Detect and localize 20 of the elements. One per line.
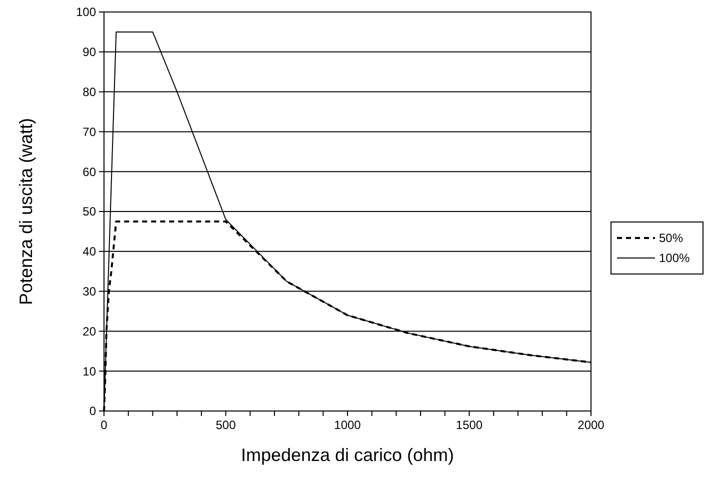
x-tick-label: 500 bbox=[216, 418, 236, 432]
x-tick-label: 1000 bbox=[334, 418, 362, 432]
y-tick-label: 90 bbox=[82, 45, 96, 60]
y-tick-label: 30 bbox=[82, 284, 96, 298]
legend-label: 50% bbox=[659, 231, 684, 245]
legend-label: 100% bbox=[659, 251, 690, 265]
x-tick-label: 2000 bbox=[578, 418, 605, 432]
x-axis-title: Impedenza di carico (ohm) bbox=[240, 445, 454, 465]
y-tick-label: 100 bbox=[76, 5, 96, 20]
y-tick-label: 10 bbox=[82, 364, 96, 378]
y-tick-label: 20 bbox=[82, 324, 96, 338]
y-tick-label: 80 bbox=[82, 85, 96, 99]
y-tick-label: 50 bbox=[82, 204, 96, 219]
y-axis-title: Potenza di uscita (watt) bbox=[16, 118, 36, 306]
y-tick-label: 70 bbox=[82, 124, 96, 139]
x-tick-label: 0 bbox=[100, 418, 108, 432]
y-tick-label: 60 bbox=[82, 164, 96, 179]
y-tick-label: 0 bbox=[89, 404, 96, 418]
y-tick-label: 40 bbox=[82, 244, 96, 259]
x-tick-label: 1500 bbox=[456, 418, 483, 432]
